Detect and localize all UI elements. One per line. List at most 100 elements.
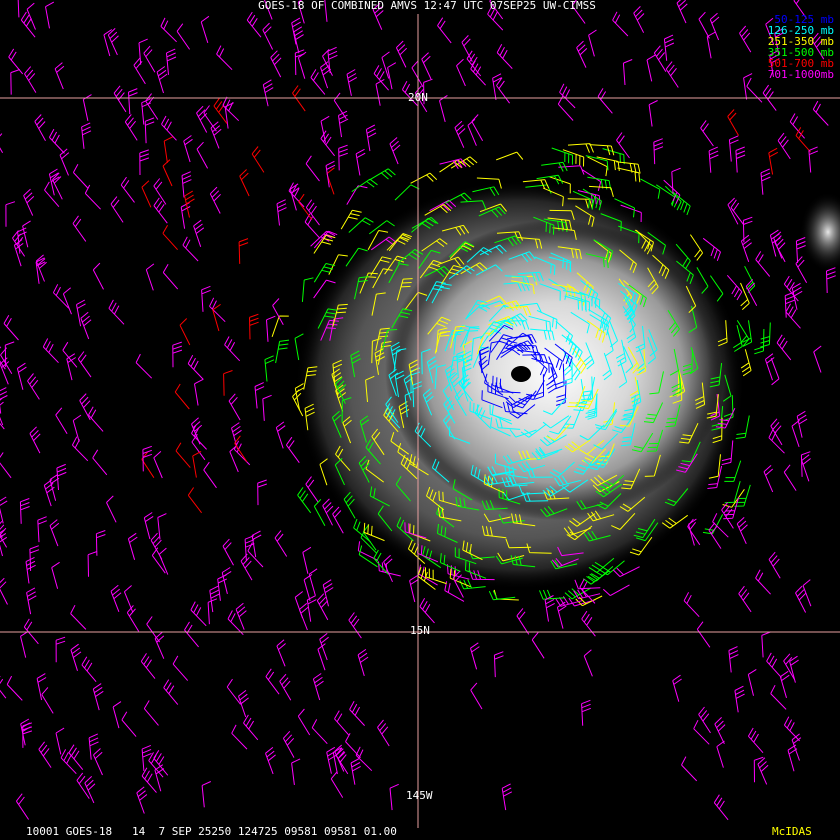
wind-barb (617, 167, 641, 183)
wind-barb (303, 366, 318, 390)
wind-barb (721, 440, 734, 466)
wind-barb (580, 280, 599, 304)
wind-barb (381, 51, 390, 79)
wind-barb (481, 500, 508, 510)
wind-barb (516, 608, 530, 635)
wind-barb (735, 146, 746, 173)
wind-barb (203, 461, 217, 489)
wind-barb (675, 243, 691, 270)
wind-barb (593, 239, 613, 261)
wind-barb (534, 256, 556, 276)
wind-barb (441, 224, 470, 236)
wind-barb (322, 48, 333, 76)
wind-barb (618, 283, 638, 305)
wind-barb (389, 137, 401, 165)
wind-barb (140, 653, 156, 679)
wind-barb (661, 514, 688, 529)
wind-barb (628, 284, 647, 308)
wind-barb (747, 727, 764, 754)
wind-barb (676, 260, 694, 285)
wind-barb (702, 237, 721, 261)
wind-barb (297, 0, 305, 24)
wind-barb (257, 479, 267, 506)
wind-barb (145, 263, 155, 291)
wind-barb (425, 281, 446, 302)
wind-barb (667, 310, 680, 337)
wind-barb (141, 180, 152, 208)
wind-barb (244, 535, 255, 562)
wind-barb (623, 293, 635, 321)
wind-barb (475, 264, 503, 276)
wind-barb (8, 48, 24, 75)
wind-barb (88, 733, 99, 760)
wind-barb (736, 517, 748, 545)
wind-barb (84, 776, 96, 804)
wind-barb (329, 317, 344, 341)
wind-barb (444, 364, 456, 392)
wind-barb (539, 434, 567, 447)
wind-barb (567, 198, 593, 209)
wind-barb (262, 394, 272, 421)
wind-barb (599, 474, 625, 491)
wind-barb (556, 601, 567, 629)
wind-barb (123, 585, 134, 613)
wind-barb (472, 186, 500, 197)
wind-barb (611, 512, 636, 530)
wind-barb (417, 567, 436, 590)
wind-barb (326, 746, 337, 774)
wind-barb (444, 192, 472, 204)
wind-barb (231, 724, 248, 750)
wind-barb (320, 61, 331, 89)
wind-barb (408, 359, 420, 387)
wind-barb (587, 156, 608, 177)
wind-barb (635, 325, 646, 353)
wind-barb (55, 636, 66, 663)
wind-barbs (0, 0, 836, 821)
wind-barb (586, 320, 606, 343)
wind-barb (449, 372, 461, 400)
wind-barb (633, 6, 645, 33)
wind-barb (633, 518, 656, 539)
wind-barb (543, 218, 568, 232)
wind-barb (453, 330, 466, 355)
wind-barb (201, 285, 211, 312)
wind-barb (663, 179, 681, 204)
wind-barb (187, 354, 204, 380)
wind-barb (265, 668, 280, 695)
wind-barb (740, 282, 750, 310)
wind-barb (76, 299, 86, 327)
wind-barb (595, 483, 622, 498)
wind-barb (570, 311, 590, 334)
wind-barb (796, 410, 808, 438)
wind-barb (675, 369, 686, 397)
wind-barb (411, 60, 424, 88)
wind-barb (184, 190, 195, 218)
wind-barb (480, 321, 504, 340)
wind-barb (583, 376, 594, 403)
wind-barb (682, 349, 693, 376)
wind-barb (311, 719, 328, 745)
wind-barb (150, 532, 163, 560)
wind-barb (209, 585, 220, 613)
wind-barb (564, 587, 592, 600)
wind-barb (783, 275, 799, 302)
wind-barb (671, 167, 681, 194)
wind-barb (421, 52, 432, 80)
wind-barb (301, 277, 314, 302)
wind-barb (265, 747, 276, 775)
wind-barb (612, 11, 629, 37)
wind-barb (488, 304, 514, 322)
wind-barb (550, 559, 578, 570)
wind-barb (393, 348, 407, 373)
wind-barb (450, 325, 466, 349)
wind-barb (711, 406, 724, 431)
wind-barb (423, 78, 433, 105)
wind-barb (262, 79, 274, 107)
wind-barb (431, 458, 450, 483)
wind-barb (398, 401, 410, 429)
wind-barb (626, 315, 637, 344)
wind-barb (108, 299, 125, 325)
wind-barb (646, 429, 664, 452)
wind-barb (410, 172, 438, 184)
wind-barb (317, 308, 338, 329)
